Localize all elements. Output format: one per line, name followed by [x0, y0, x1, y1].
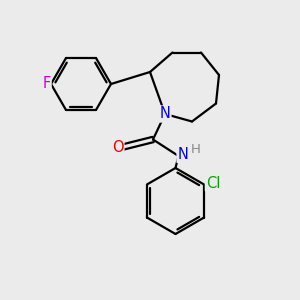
Text: O: O [112, 140, 123, 154]
Text: Cl: Cl [206, 176, 220, 190]
Text: N: N [178, 147, 188, 162]
Text: N: N [160, 106, 170, 122]
Text: H: H [191, 143, 201, 156]
Text: F: F [42, 76, 51, 92]
